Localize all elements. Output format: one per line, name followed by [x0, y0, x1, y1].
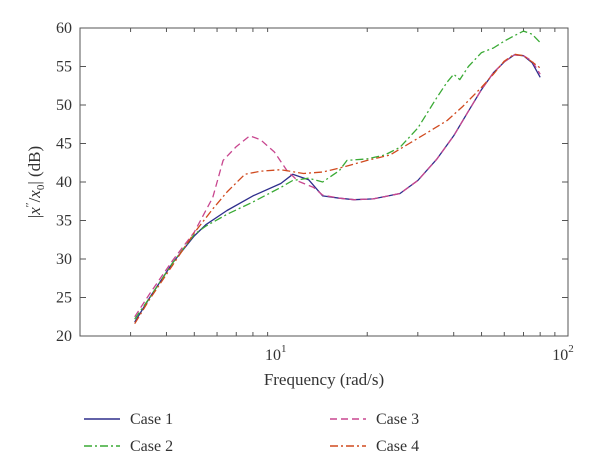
x-axis: 101 102	[79, 28, 574, 364]
x-tick-label: 101	[265, 343, 287, 364]
legend-label-case-1: Case 1	[130, 411, 173, 428]
y-tick-label: 45	[56, 136, 72, 153]
plot-frame	[79, 27, 569, 337]
y-axis: 20 25 30 35 40 45 50 55 60	[56, 20, 568, 345]
y-tick-label: 35	[56, 213, 72, 230]
legend-label-case-4: Case 4	[376, 438, 419, 455]
series-line-case-2	[134, 30, 541, 320]
series-layer	[134, 30, 541, 325]
y-tick-label: 55	[56, 59, 72, 76]
series-line-case-4	[134, 53, 541, 325]
y-axis-label: |x′′/x0| (dB)	[24, 146, 47, 218]
x-axis-label: Frequency (rad/s)	[264, 370, 384, 389]
x-tick-label: 102	[552, 343, 574, 364]
y-tick-label: 60	[56, 20, 72, 37]
legend-label-case-2: Case 2	[130, 438, 173, 455]
y-tick-label: 30	[56, 251, 72, 268]
series-line-case-3	[134, 54, 541, 318]
series-line-case-1	[134, 54, 541, 323]
legend-label-case-3: Case 3	[376, 411, 419, 428]
y-tick-label: 20	[56, 328, 72, 345]
y-tick-label: 40	[56, 174, 72, 191]
legend: Case 1 Case 2 Case 3 Case 4	[84, 411, 419, 455]
y-tick-label: 25	[56, 290, 72, 307]
y-tick-label: 50	[56, 97, 72, 114]
